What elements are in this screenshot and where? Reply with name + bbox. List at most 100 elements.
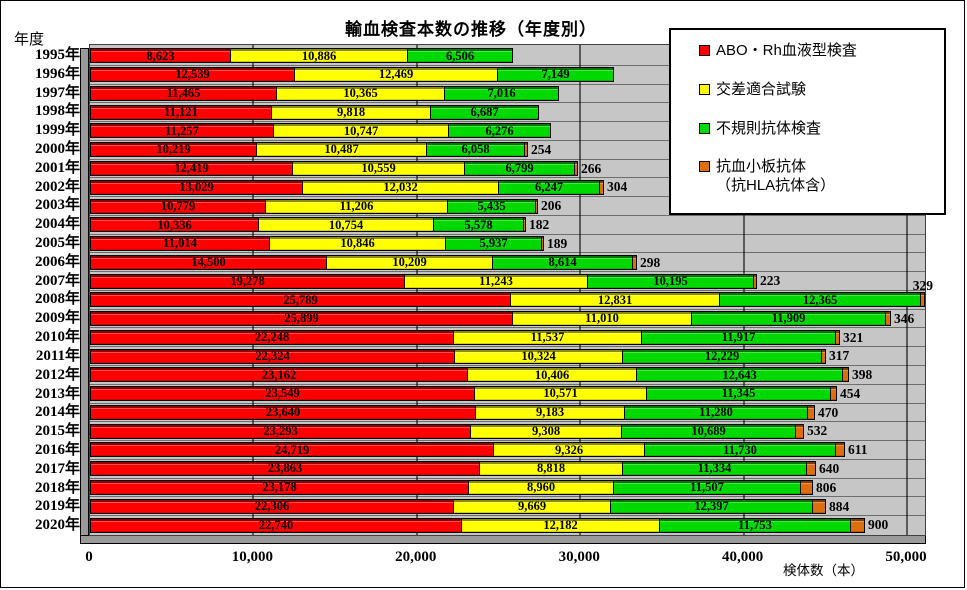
legend-label: 不規則抗体検査 [716, 119, 822, 137]
segment-value-label: 532 [807, 423, 828, 439]
segment-value-label: 317 [829, 348, 850, 364]
bar-segment-1: 10,365 [276, 85, 445, 101]
bar-segment-3 [842, 367, 849, 383]
bar-segment-1: 10,571 [474, 386, 647, 402]
segment-value-label: 10,779 [160, 199, 196, 213]
bar-segment-1: 9,669 [453, 498, 611, 514]
bar-row-2014年: 23,640 9,183 11,280 470 [90, 404, 925, 423]
year-label: 2012年 [34, 366, 80, 383]
year-label: 2009年 [34, 310, 80, 327]
segment-value-label: 22,324 [255, 349, 290, 363]
bar-segment-2: 11,345 [646, 386, 831, 402]
year-label: 1997年 [34, 84, 80, 101]
segment-value-label: 304 [607, 179, 628, 195]
bar-segment-3 [821, 348, 826, 364]
bar-segment-2: 6,247 [498, 179, 600, 195]
bar-segment-1: 8,818 [479, 461, 623, 477]
year-label: 2004年 [34, 216, 80, 233]
bar-segment-0: 22,740 [90, 517, 462, 533]
segment-value-label: 7,016 [487, 87, 516, 100]
y-axis-title: 年度 [14, 31, 45, 48]
year-label: 2015年 [34, 423, 80, 440]
year-label: 2007年 [34, 272, 80, 289]
year-label: 2013年 [34, 385, 80, 402]
bar-segment-2: 7,149 [497, 67, 614, 83]
segment-value-label: 611 [848, 442, 868, 458]
segment-value-label: 11,753 [738, 518, 772, 532]
segment-value-label: 182 [529, 217, 550, 233]
segment-value-label: 10,747 [343, 124, 379, 138]
bar-segment-0: 14,500 [90, 254, 327, 270]
stacked-bar: 23,293 9,308 10,689 532 [90, 423, 828, 439]
segment-value-label: 470 [818, 404, 839, 420]
bar-row-1996年: 12,539 12,469 7,149 [90, 66, 925, 85]
bar-row-2001年: 12,419 10,559 6,799 266 [90, 160, 925, 179]
legend-label: 交差適合試験 [716, 80, 807, 98]
segment-value-label: 11,121 [164, 105, 198, 119]
bar-row-2004年: 10,336 10,754 5,578 182 [90, 216, 925, 235]
year-label: 2008年 [34, 291, 80, 308]
stacked-bar: 11,014 10,846 5,937 189 [90, 236, 567, 252]
bar-segment-3 [753, 273, 757, 289]
bar-segment-3 [535, 198, 538, 214]
segment-value-label: 23,863 [267, 462, 303, 475]
bar-segment-0: 23,863 [90, 461, 480, 477]
segment-value-label: 12,469 [378, 68, 414, 81]
bar-segment-1: 12,032 [302, 179, 499, 195]
bar-segment-0: 23,640 [90, 404, 476, 420]
bar-segment-2: 11,753 [659, 517, 851, 533]
segment-value-label: 8,623 [146, 49, 175, 63]
stacked-bar: 11,257 10,747 6,276 [90, 123, 551, 139]
bar-segment-2: 11,730 [644, 442, 836, 458]
segment-value-label: 23,293 [263, 424, 298, 438]
segment-value-label: 11,010 [585, 312, 619, 325]
bar-segment-3 [835, 442, 845, 458]
segment-value-label: 12,229 [704, 349, 740, 363]
bar-segment-2: 12,365 [719, 292, 921, 308]
x-tick-label: 10,000 [231, 549, 274, 565]
segment-value-label: 23,162 [261, 368, 297, 382]
legend-swatch-icon [699, 161, 710, 173]
bar-segment-0: 11,257 [90, 123, 274, 139]
stacked-bar: 8,623 10,886 6,506 [90, 48, 513, 64]
segment-value-label: 22,248 [254, 331, 290, 344]
bar-row-2000年: 10,219 10,487 6,058 254 [90, 141, 925, 160]
bar-segment-0: 12,539 [90, 67, 295, 83]
bar-segment-1: 11,243 [404, 273, 588, 289]
bar-segment-2: 12,229 [622, 348, 822, 364]
bar-segment-2: 11,280 [624, 404, 808, 420]
year-label: 2005年 [34, 235, 80, 252]
bar-segment-1: 9,308 [470, 423, 622, 439]
segment-value-label: 10,559 [361, 162, 396, 175]
bar-segment-2: 5,578 [433, 217, 524, 233]
segment-value-label: 11,345 [721, 387, 756, 400]
bar-segment-3 [806, 461, 816, 477]
bar-segment-3 [885, 311, 891, 327]
segment-value-label: 11,014 [163, 237, 197, 250]
bar-segment-3 [835, 329, 840, 345]
bar-row-2007年: 19,278 11,243 10,195 223 [90, 272, 925, 291]
bar-segment-3 [632, 254, 637, 270]
bar-segment-3 [523, 217, 526, 233]
bar-segment-1: 12,182 [461, 517, 660, 533]
bar-segment-2: 10,195 [587, 273, 754, 289]
stacked-bar: 23,549 10,571 11,345 454 [90, 386, 860, 402]
segment-value-label: 13,029 [179, 180, 214, 194]
segment-value-label: 9,818 [336, 105, 366, 119]
bar-segment-0: 22,306 [90, 498, 454, 514]
bar-segment-2: 6,687 [430, 104, 539, 120]
bar-segment-0: 19,278 [90, 273, 405, 289]
bar-segment-2: 6,058 [426, 142, 525, 158]
stacked-bar: 14,500 10,209 8,614 298 [90, 254, 660, 270]
bar-row-2015年: 23,293 9,308 10,689 532 [90, 422, 925, 442]
stacked-bar: 22,740 12,182 11,753 900 [90, 517, 888, 533]
bar-segment-0: 8,623 [90, 48, 231, 64]
x-tick-label: 0 [85, 549, 93, 565]
segment-value-label: 10,689 [691, 424, 726, 438]
bar-segment-0: 22,248 [90, 329, 454, 345]
bar-row-2008年: 25,789 12,831 12,365 329 [90, 279, 933, 310]
legend-swatch-icon [699, 122, 710, 134]
segment-value-label: 223 [760, 273, 781, 289]
year-label: 2010年 [34, 329, 80, 346]
bar-segment-0: 25,789 [90, 292, 511, 308]
